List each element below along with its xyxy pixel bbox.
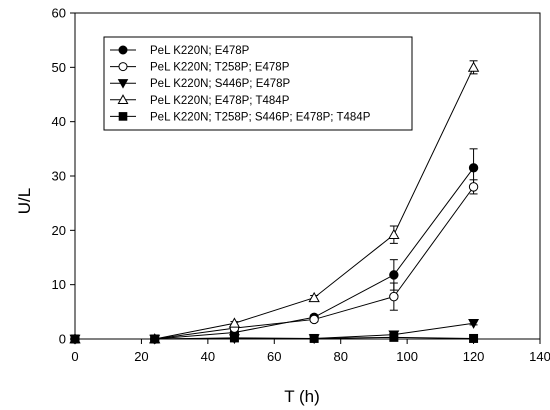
legend-box bbox=[103, 36, 413, 131]
data-point bbox=[467, 61, 480, 72]
x-tick-label: 60 bbox=[267, 349, 281, 364]
data-point bbox=[469, 333, 479, 343]
series-group bbox=[69, 60, 480, 345]
x-tick-label: 40 bbox=[201, 349, 215, 364]
legend-label: PeL K220N; T258P; E478P bbox=[150, 62, 290, 74]
legend-item: PeL K220N; S446P; E478P bbox=[110, 78, 291, 90]
y-axis-label: U/L bbox=[15, 188, 34, 214]
data-point bbox=[468, 319, 480, 329]
data-point bbox=[228, 317, 241, 328]
legend-marker bbox=[118, 45, 128, 55]
x-tick-label: 120 bbox=[463, 349, 485, 364]
y-tick-label: 50 bbox=[52, 60, 66, 75]
y-tick-label: 10 bbox=[52, 277, 66, 292]
y-tick-label: 60 bbox=[52, 6, 66, 21]
data-point bbox=[70, 334, 80, 344]
data-point bbox=[388, 228, 400, 240]
data-point bbox=[389, 270, 399, 280]
legend-label: PeL K220N; T258P; S446P; E478P; T484P bbox=[150, 111, 371, 123]
series-line bbox=[75, 322, 474, 340]
legend-label: PeL K220N; S446P; E478P bbox=[150, 78, 291, 90]
data-point bbox=[309, 333, 319, 343]
series-line bbox=[75, 186, 474, 340]
x-tick-label: 140 bbox=[529, 349, 550, 364]
legend-label: PeL K220N; E478P; T484P bbox=[150, 95, 290, 107]
x-tick-label: 80 bbox=[333, 349, 347, 364]
series-5 bbox=[70, 332, 479, 344]
y-tick-label: 40 bbox=[52, 114, 66, 129]
legend: PeL K220N; E478P PeL K220N; T258P; E478P P… bbox=[103, 36, 413, 131]
legend-item: PeL K220N; T258P; E478P bbox=[110, 62, 290, 74]
y-tick-label: 30 bbox=[52, 169, 66, 184]
x-tick-label: 100 bbox=[396, 349, 418, 364]
series-1 bbox=[70, 148, 479, 344]
axes: 0 20 40 60 80 100 120 140 0 10 20 30 40 50 60 bbox=[52, 6, 550, 365]
legend-marker bbox=[117, 94, 129, 104]
y-tick-label: 0 bbox=[59, 332, 66, 347]
data-point bbox=[468, 163, 479, 173]
data-point bbox=[389, 291, 399, 302]
series-2 bbox=[70, 179, 479, 344]
data-point bbox=[309, 314, 319, 325]
legend-item: PeL K220N; T258P; S446P; E478P; T484P bbox=[110, 111, 371, 123]
legend-item: PeL K220N; E478P bbox=[110, 45, 250, 57]
legend-item: PeL K220N; E478P; T484P bbox=[110, 94, 290, 107]
data-point bbox=[308, 291, 320, 303]
series-line bbox=[75, 336, 474, 340]
legend-marker bbox=[118, 62, 128, 72]
legend-marker bbox=[118, 112, 128, 121]
data-point bbox=[150, 334, 160, 344]
data-point bbox=[468, 182, 479, 192]
legend-label: PeL K220N; E478P bbox=[150, 45, 250, 57]
data-point bbox=[229, 333, 239, 343]
x-tick-label: 0 bbox=[71, 349, 78, 364]
y-tick-label: 20 bbox=[52, 223, 66, 238]
data-point bbox=[389, 332, 399, 342]
legend-marker bbox=[117, 79, 129, 89]
x-axis-label: T (h) bbox=[284, 387, 320, 406]
x-tick-label: 20 bbox=[134, 349, 148, 364]
